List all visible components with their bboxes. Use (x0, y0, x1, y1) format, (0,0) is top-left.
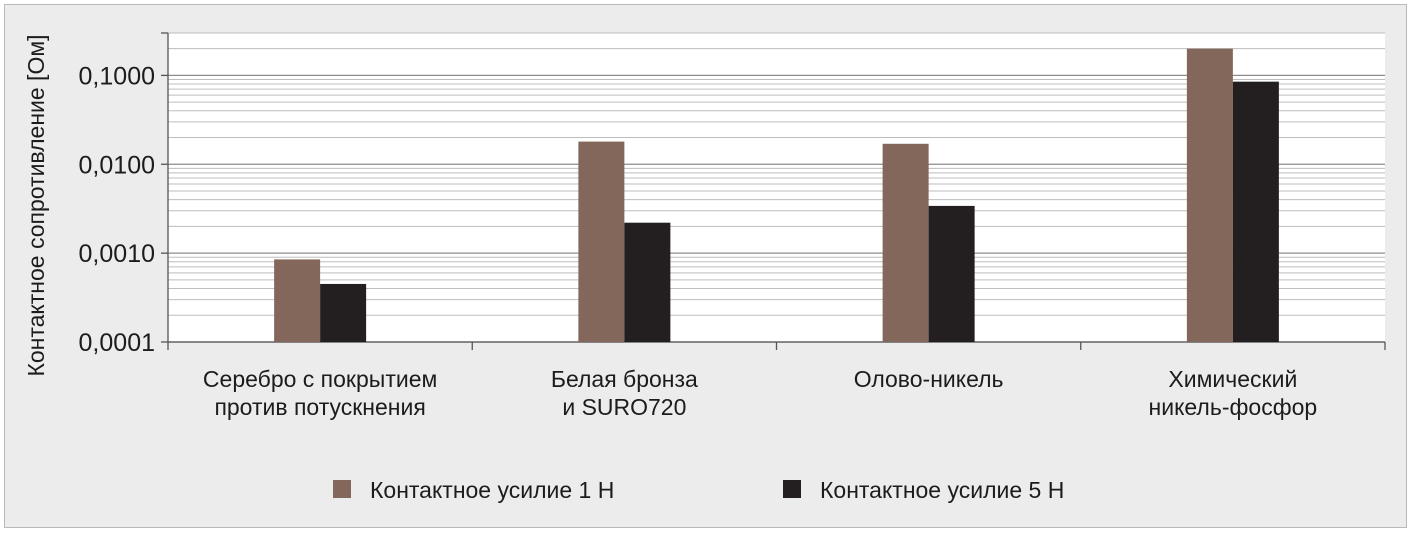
legend-swatch (783, 480, 801, 498)
y-tick-label: 0,1000 (79, 62, 155, 90)
y-tick-label: 0,0001 (79, 329, 155, 357)
legend-swatch (333, 480, 351, 498)
bar-force-5n (624, 222, 671, 342)
y-tick-label: 0,0100 (79, 151, 155, 179)
bar-force-1n (578, 141, 625, 342)
x-category-label: Белая бронза (551, 366, 698, 392)
x-category-label: и SURO720 (562, 394, 686, 420)
y-tick-label: 0,0010 (79, 240, 155, 268)
legend-label: Контактное усилие 1 Н (370, 477, 614, 503)
bar-force-1n (1186, 48, 1233, 343)
bar-force-1n (882, 143, 929, 342)
legend-label: Контактное усилие 5 Н (820, 477, 1064, 503)
bar-force-5n (320, 283, 367, 342)
bar-force-1n (274, 259, 321, 342)
x-category-label: против потускнения (214, 394, 425, 420)
x-category-label: никель-фосфор (1149, 394, 1318, 420)
x-category-label: Химический (1168, 366, 1297, 392)
x-category-label: Серебро с покрытием (203, 366, 437, 392)
x-category-label: Олово-никель (854, 366, 1004, 392)
bar-force-5n (928, 205, 975, 342)
bar-force-5n (1232, 81, 1279, 342)
y-axis-label: Контактное сопротивление [Ом] (23, 34, 49, 376)
